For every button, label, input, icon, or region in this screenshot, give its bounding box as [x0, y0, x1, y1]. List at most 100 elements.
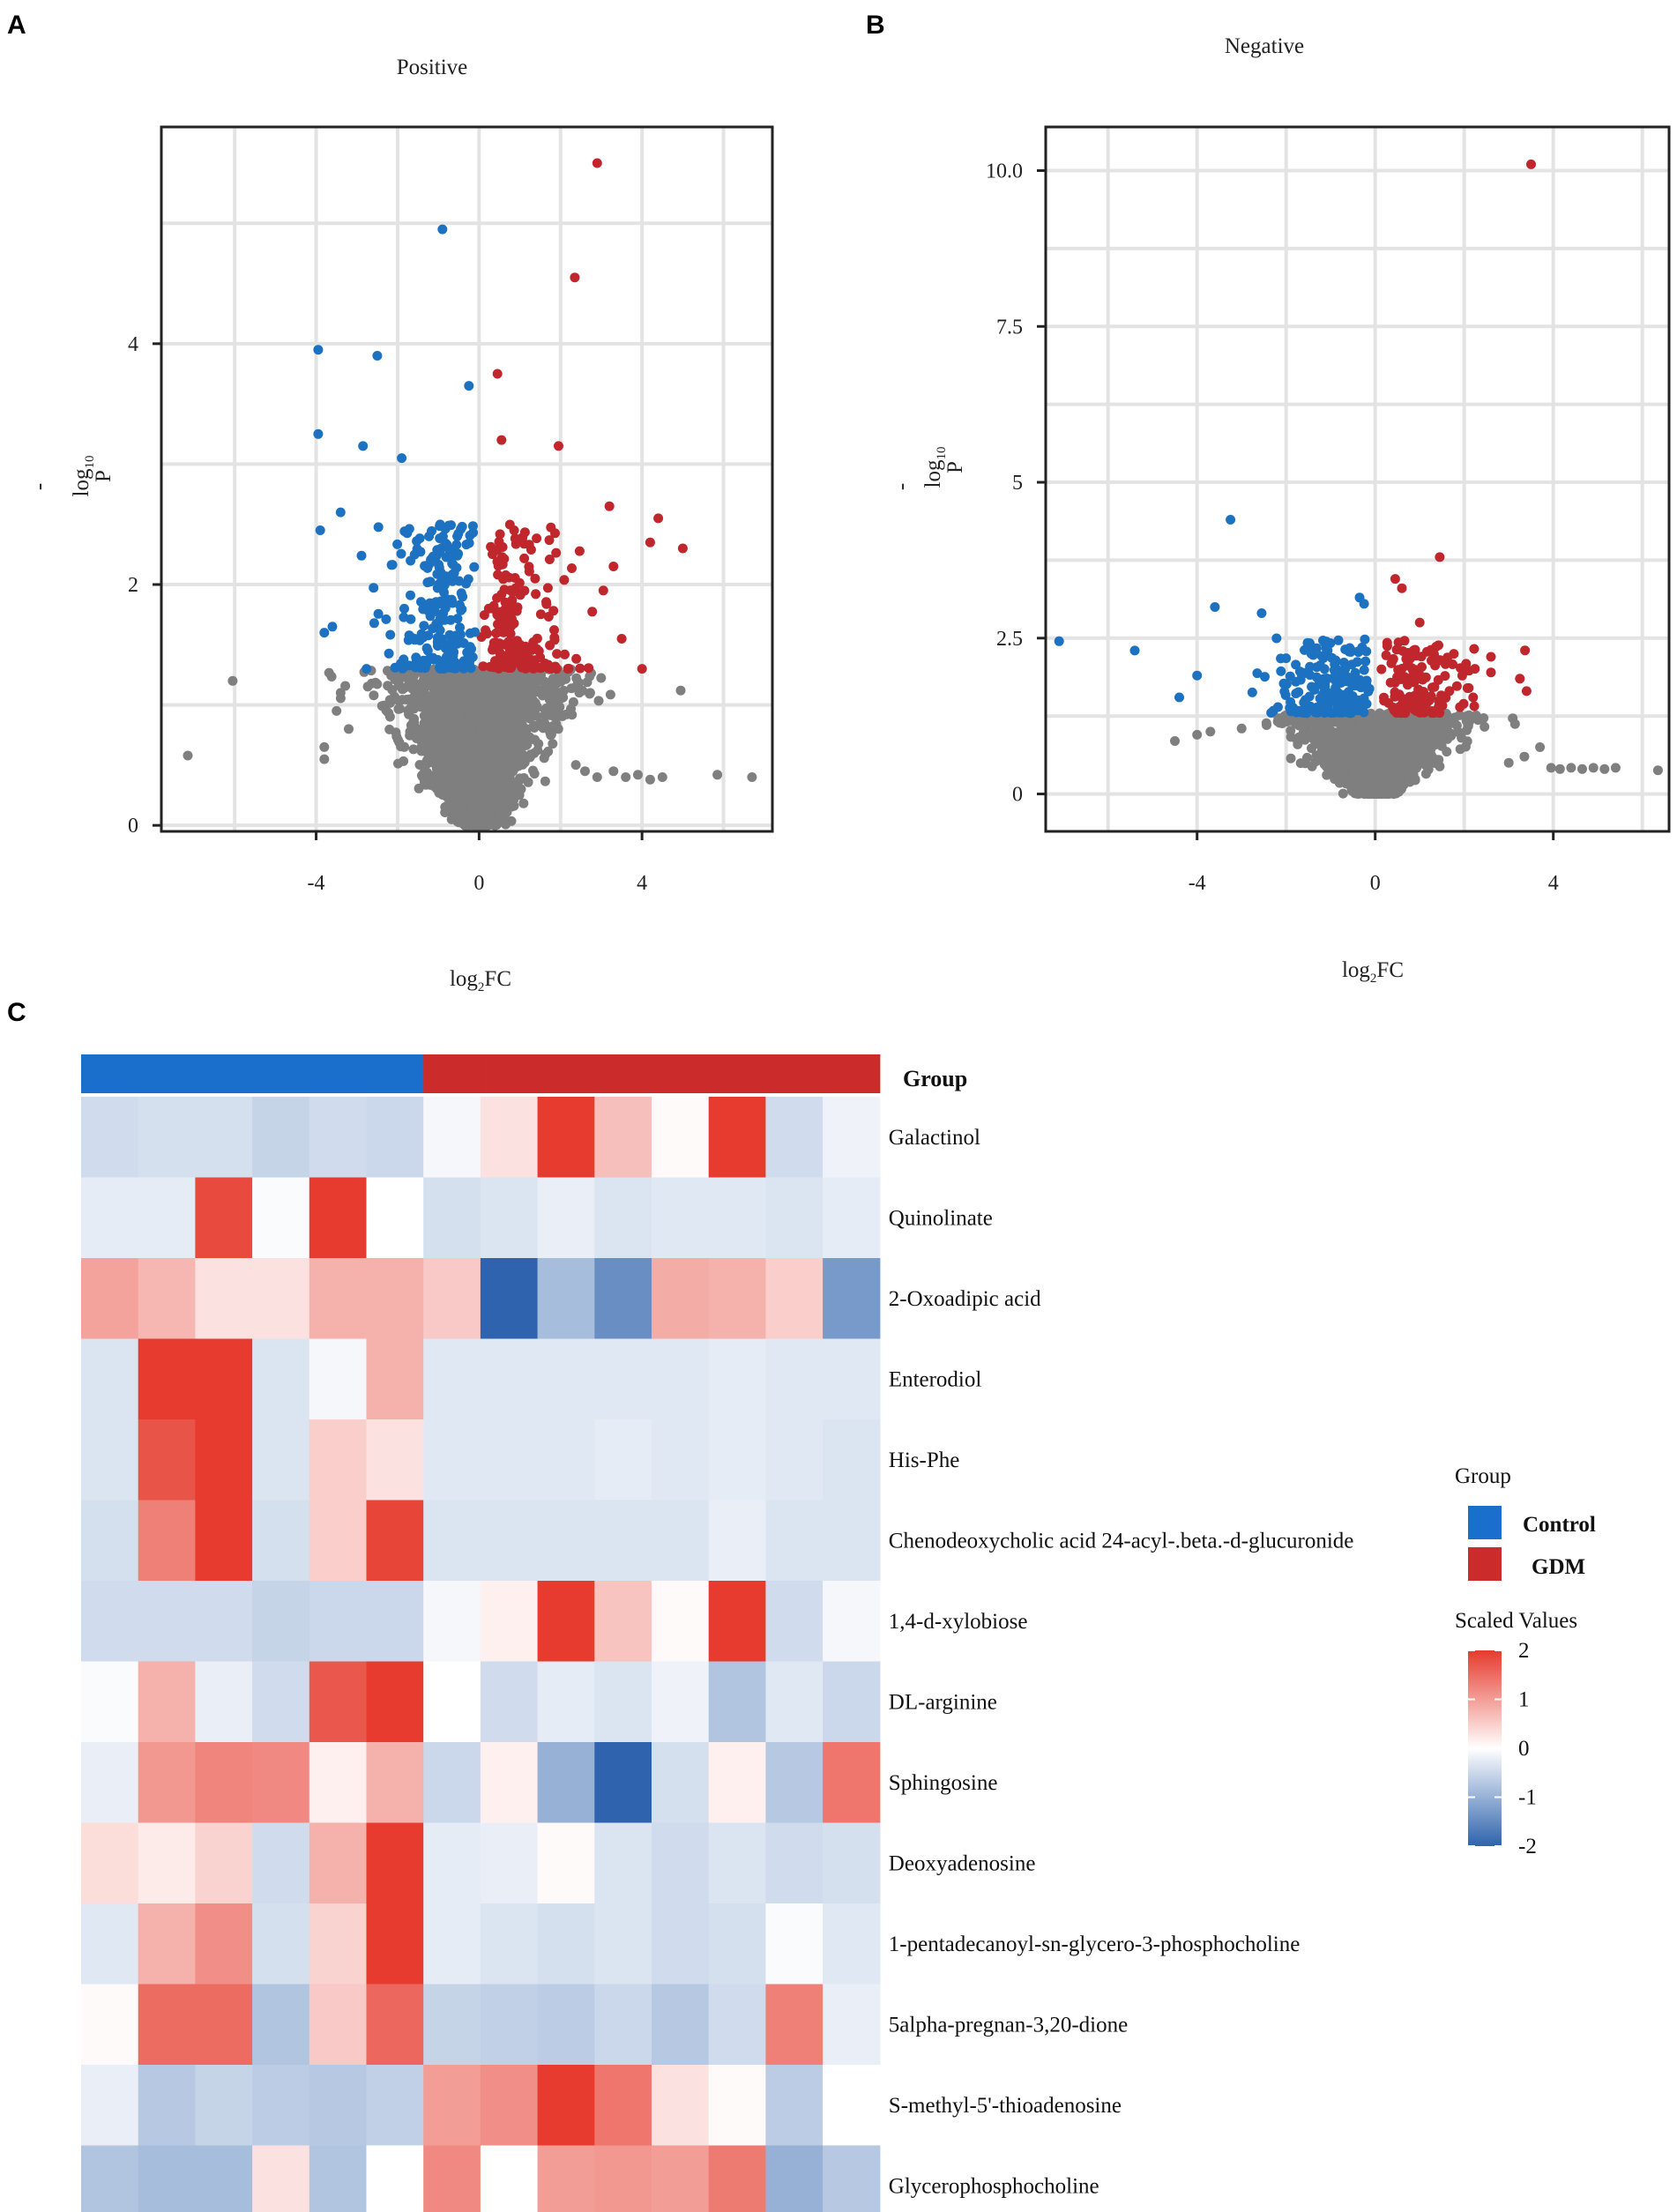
data-point-down [369, 618, 379, 629]
data-point-ns [633, 770, 643, 780]
data-point-ns [434, 719, 443, 730]
data-point-ns [381, 705, 391, 716]
data-point-ns [456, 800, 466, 810]
data-point-ns [408, 744, 419, 755]
data-point-ns [442, 789, 452, 799]
data-point-ns [593, 696, 604, 706]
data-point-ns [183, 750, 193, 761]
data-point-down [458, 638, 469, 648]
data-point-down [439, 587, 449, 598]
data-point-ns [398, 684, 408, 695]
y-tick-label: 2 [128, 574, 138, 597]
data-point-up [519, 553, 530, 563]
data-point-up [509, 525, 519, 535]
data-point-up [496, 589, 507, 600]
data-point-ns [621, 772, 631, 782]
data-point-down [409, 549, 420, 560]
data-point-down [372, 351, 383, 361]
y-axis-label-positive: log10 [70, 456, 97, 497]
data-point-ns [1462, 725, 1472, 735]
volcano-plot-negative: Negative -4 0 402.557.510.0 log2FC log10 P… [890, 34, 1671, 986]
data-point-ns [332, 705, 342, 716]
data-point-ns [537, 719, 547, 730]
data-point-up [542, 583, 553, 593]
data-point-ns [566, 683, 577, 694]
data-point-down [439, 663, 450, 674]
data-point-ns [540, 776, 550, 786]
data-point-down [399, 654, 409, 665]
data-point-ns [470, 695, 481, 705]
plot-frame-positive [160, 125, 774, 833]
data-point-down [447, 598, 458, 608]
data-point-down [419, 621, 429, 631]
data-point-down [452, 614, 463, 624]
data-point-ns [568, 696, 578, 707]
data-point-down [437, 224, 448, 235]
data-point-ns [518, 798, 529, 808]
data-point-ns [326, 672, 337, 681]
data-point-up [616, 634, 627, 644]
data-point-down [470, 627, 481, 637]
data-point-down [451, 540, 462, 550]
data-point-ns [488, 802, 498, 813]
data-point-down [457, 604, 467, 614]
data-point-down [403, 635, 414, 645]
data-point-ns [490, 676, 501, 687]
data-point-up [522, 647, 533, 658]
data-point-ns [514, 790, 525, 801]
data-point-down [440, 655, 451, 666]
data-point-up [551, 664, 562, 674]
data-point-ns [530, 680, 540, 690]
data-point-up [604, 501, 615, 511]
data-point-ns [747, 772, 757, 782]
data-point-ns [440, 808, 451, 817]
data-point-ns [1307, 761, 1317, 771]
data-point-ns [489, 753, 500, 763]
data-point-down [387, 560, 398, 570]
data-point-down [385, 629, 396, 640]
data-point-ns [414, 684, 425, 695]
data-point-down [424, 531, 435, 541]
chart-title-positive: Positive [397, 56, 468, 79]
data-point-ns [1322, 770, 1332, 780]
data-point-down [457, 660, 467, 671]
data-point-up [525, 545, 536, 555]
data-point-ns [453, 759, 464, 770]
data-point-up [494, 537, 504, 547]
data-point-ns [712, 770, 723, 780]
data-point-down [466, 663, 476, 674]
data-point-up [545, 640, 555, 651]
data-point-ns [501, 684, 511, 695]
data-point-ns [467, 711, 478, 722]
data-point-up [491, 628, 502, 638]
data-point-ns [421, 713, 432, 724]
chart-title-negative: Negative [1225, 34, 1304, 58]
data-points-positive [183, 158, 757, 830]
data-point-ns [1286, 753, 1296, 763]
data-point-ns [319, 754, 330, 764]
data-point-ns [319, 741, 330, 752]
data-point-ns [546, 730, 556, 741]
x-tick-label: 0 [473, 872, 484, 895]
data-point-ns [515, 747, 525, 756]
data-point-ns [1302, 752, 1312, 763]
data-point-up [592, 158, 602, 168]
data-point-ns [411, 734, 421, 743]
data-point-ns [477, 793, 488, 804]
data-point-ns [478, 701, 488, 711]
data-point-down [315, 525, 325, 535]
data-point-ns [556, 710, 567, 720]
data-point-up [479, 610, 489, 621]
data-point-ns [344, 724, 354, 734]
data-point-up [637, 664, 647, 674]
data-point-down [432, 618, 443, 629]
data-point-up [501, 570, 511, 580]
data-point-ns [675, 685, 686, 696]
data-point-ns [1420, 769, 1431, 779]
data-point-ns [485, 743, 496, 754]
data-point-ns [596, 673, 607, 683]
data-point-ns [512, 718, 523, 728]
data-point-up [645, 537, 655, 547]
x-axis-label-positive: log2FC [450, 967, 511, 994]
